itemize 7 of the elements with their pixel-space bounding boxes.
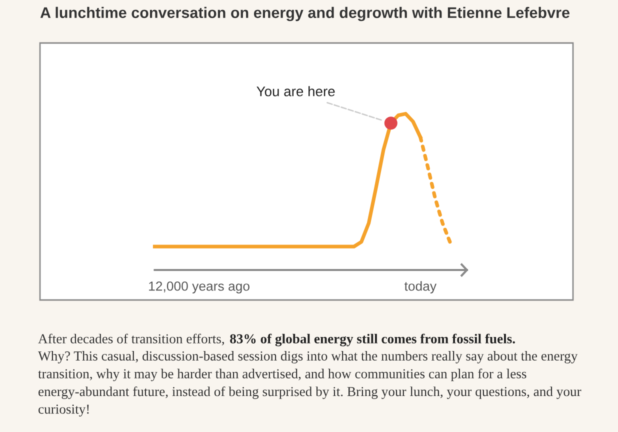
x-tick-label: today bbox=[404, 281, 437, 294]
text: Why? This casual, discussion-based session digs into what the numbers really say about the energy transition, why it may be harder than advertised, and how communities can plan for a less energy-abundant future, instead of being surprised by it. Bring your lunch, your questions, and your curiosity! bbox=[38, 351, 582, 417]
text: After decades of transition efforts, bbox=[38, 334, 224, 346]
chart-title: A lunchtime conversation on energy and degrowth with Etienne Lefebvre bbox=[40, 6, 570, 22]
x-tick-label: 12,000 years ago bbox=[149, 281, 250, 294]
text: You are here bbox=[256, 86, 335, 96]
text: 83% of global energy still comes from fossil fuels. bbox=[230, 334, 515, 346]
